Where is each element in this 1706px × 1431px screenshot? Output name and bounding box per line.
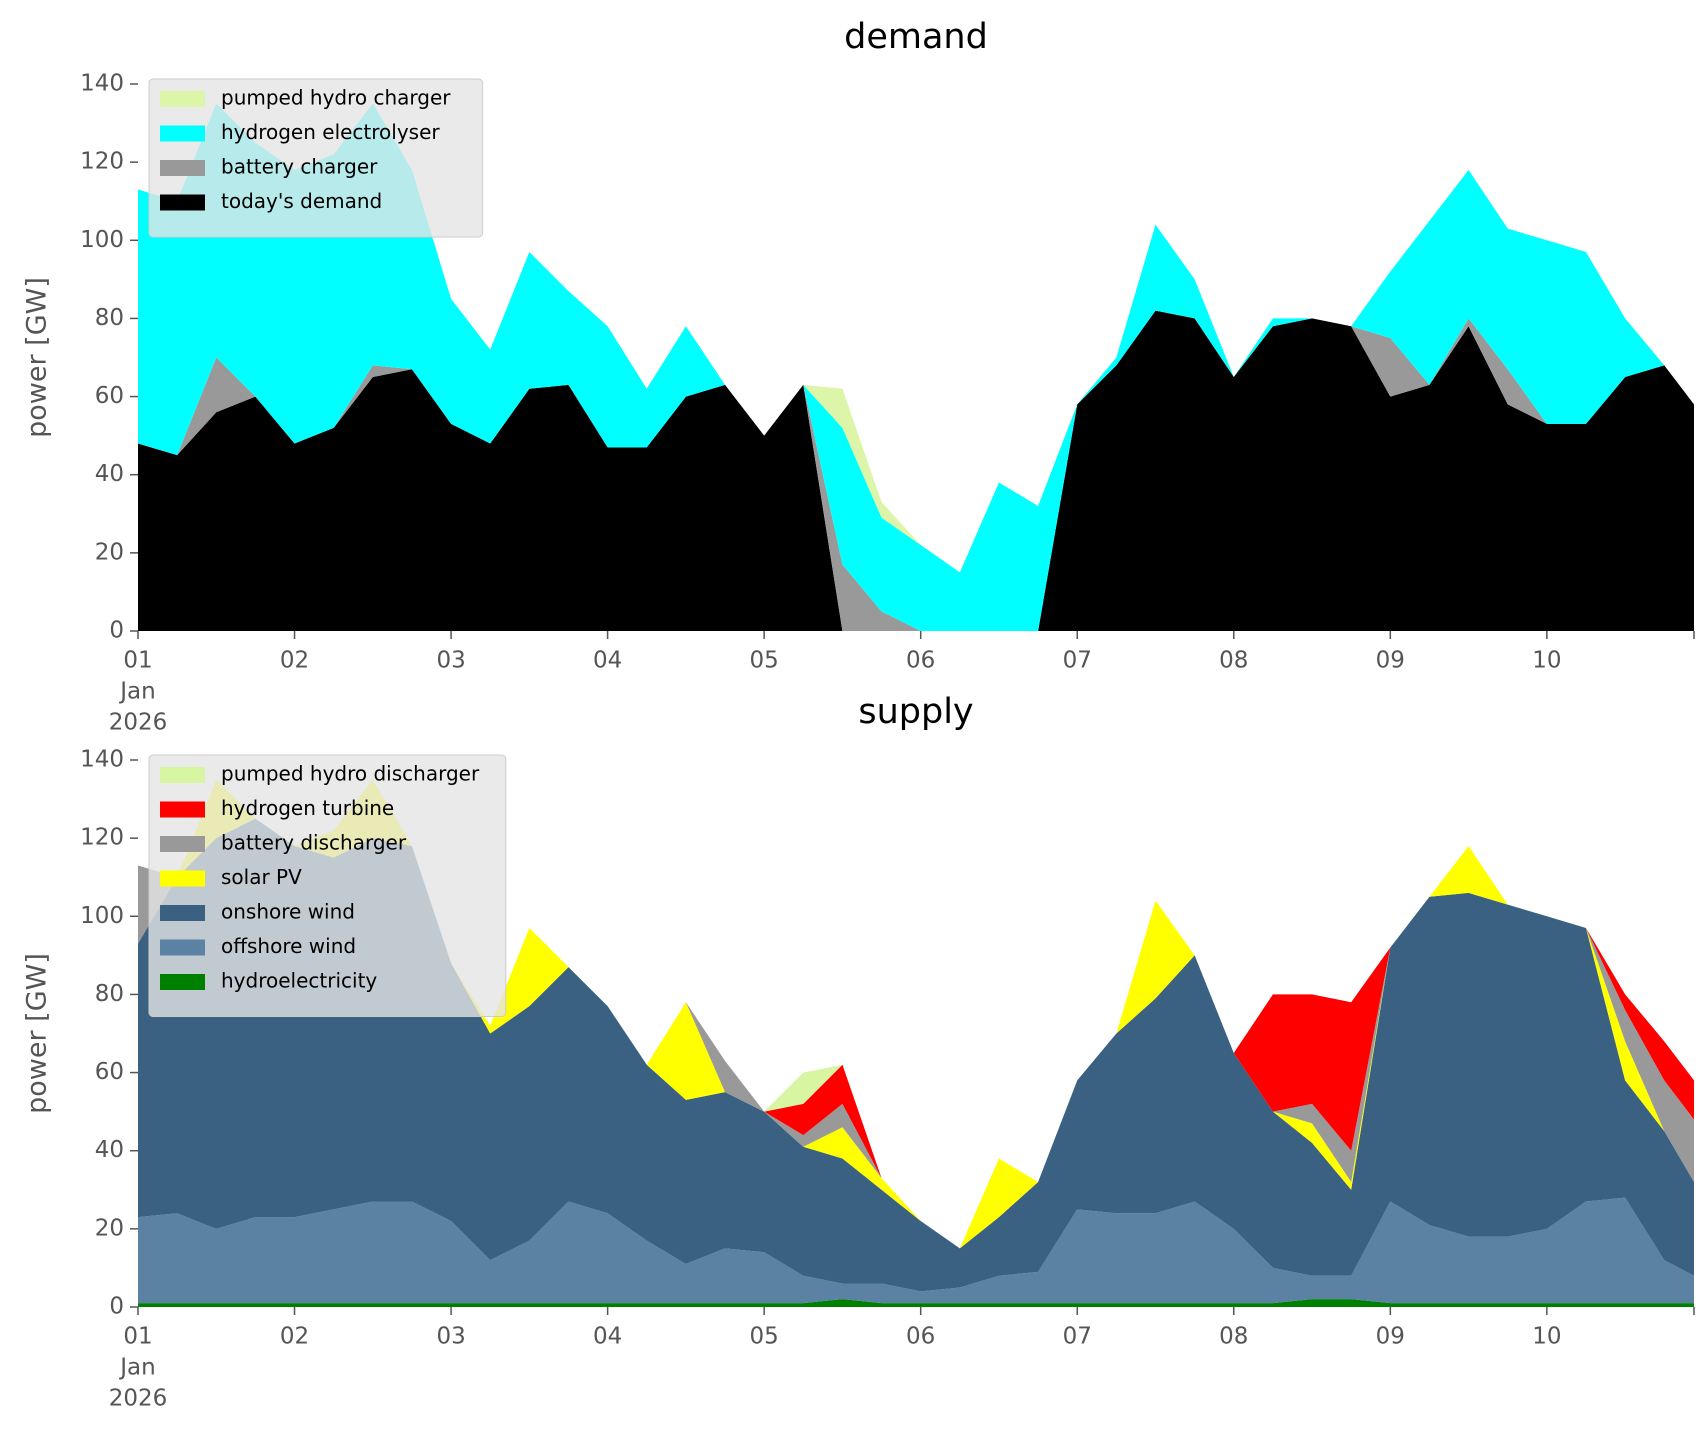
legend-label: today's demand bbox=[221, 189, 382, 213]
chart-title: supply bbox=[858, 692, 973, 732]
y-tick-label: 100 bbox=[80, 903, 124, 929]
legend-label: hydroelectricity bbox=[221, 969, 377, 993]
area-series bbox=[138, 779, 1694, 1249]
legend-swatch bbox=[160, 194, 205, 211]
legend-label: hydrogen turbine bbox=[221, 796, 394, 820]
chart-title: demand bbox=[844, 17, 988, 57]
x-tick-label: 03 bbox=[436, 1324, 465, 1350]
y-tick-label: 100 bbox=[80, 227, 124, 253]
x-tick-label: 07 bbox=[1063, 1324, 1092, 1350]
area-series bbox=[138, 818, 1694, 1292]
x-tick-label: 08 bbox=[1219, 1324, 1248, 1350]
plot-area bbox=[138, 103, 1694, 632]
y-tick-label: 0 bbox=[109, 1294, 124, 1320]
y-tick-label: 80 bbox=[95, 305, 124, 331]
x-tick-label: 02 bbox=[280, 648, 309, 674]
y-tick-label: 140 bbox=[80, 747, 124, 773]
y-tick-label: 60 bbox=[95, 383, 124, 409]
legend-label: hydrogen electrolyser bbox=[221, 120, 440, 144]
area-series bbox=[138, 1197, 1694, 1304]
legend-swatch bbox=[160, 767, 205, 783]
legend-swatch bbox=[160, 91, 205, 107]
x-tick-label: 09 bbox=[1376, 648, 1405, 674]
y-tick-label: 20 bbox=[95, 539, 124, 565]
y-tick-label: 140 bbox=[80, 71, 124, 97]
legend-swatch bbox=[160, 801, 205, 818]
x-tick-label: 06 bbox=[906, 1324, 935, 1350]
x-tick-label: 05 bbox=[750, 648, 779, 674]
x-tick-label: 10 bbox=[1532, 648, 1561, 674]
legend-label: onshore wind bbox=[221, 900, 355, 924]
area-series bbox=[138, 310, 1694, 631]
x-tick-label: Jan bbox=[118, 1355, 155, 1381]
y-tick-label: 40 bbox=[95, 461, 124, 487]
y-tick-label: 80 bbox=[95, 981, 124, 1007]
y-tick-label: 60 bbox=[95, 1059, 124, 1085]
x-tick-label: 02 bbox=[280, 1324, 309, 1350]
y-tick-label: 120 bbox=[80, 825, 124, 851]
y-tick-label: 0 bbox=[109, 618, 124, 644]
legend-swatch bbox=[160, 974, 205, 990]
legend-swatch bbox=[160, 160, 205, 176]
legend-swatch bbox=[160, 125, 205, 142]
x-tick-label: 06 bbox=[906, 648, 935, 674]
plot-area bbox=[138, 779, 1694, 1307]
legend-swatch bbox=[160, 870, 205, 887]
x-tick-label: 2026 bbox=[109, 1386, 168, 1412]
x-tick-label: 01 bbox=[123, 1324, 152, 1350]
legend-label: battery discharger bbox=[221, 831, 407, 855]
y-tick-label: 40 bbox=[95, 1137, 124, 1163]
area-series bbox=[138, 1299, 1694, 1307]
x-tick-label: 09 bbox=[1376, 1324, 1405, 1350]
x-tick-label: Jan bbox=[118, 679, 155, 705]
x-tick-label: 03 bbox=[436, 648, 465, 674]
x-tick-label: 10 bbox=[1532, 1324, 1561, 1350]
legend-label: battery charger bbox=[221, 155, 378, 179]
legend-box bbox=[148, 754, 507, 1017]
x-tick-label: 04 bbox=[593, 648, 622, 674]
y-axis-label: power [GW] bbox=[22, 277, 53, 438]
y-axis-label: power [GW] bbox=[22, 953, 53, 1114]
x-tick-label: 07 bbox=[1063, 648, 1092, 674]
x-tick-label: 05 bbox=[750, 1324, 779, 1350]
y-tick-label: 120 bbox=[80, 149, 124, 175]
legend-label: solar PV bbox=[221, 865, 302, 889]
x-tick-label: 2026 bbox=[109, 710, 168, 736]
y-tick-label: 20 bbox=[95, 1215, 124, 1241]
legend-label: pumped hydro charger bbox=[221, 86, 451, 110]
legend-swatch bbox=[160, 939, 205, 956]
legend-swatch bbox=[160, 836, 205, 852]
x-tick-label: 04 bbox=[593, 1324, 622, 1350]
legend-swatch bbox=[160, 905, 205, 921]
legend-box bbox=[148, 78, 484, 238]
area-series bbox=[138, 103, 1694, 632]
legend-label: offshore wind bbox=[221, 934, 356, 958]
legend-label: pumped hydro discharger bbox=[221, 762, 480, 786]
x-tick-label: 08 bbox=[1219, 648, 1248, 674]
x-tick-label: 01 bbox=[123, 648, 152, 674]
